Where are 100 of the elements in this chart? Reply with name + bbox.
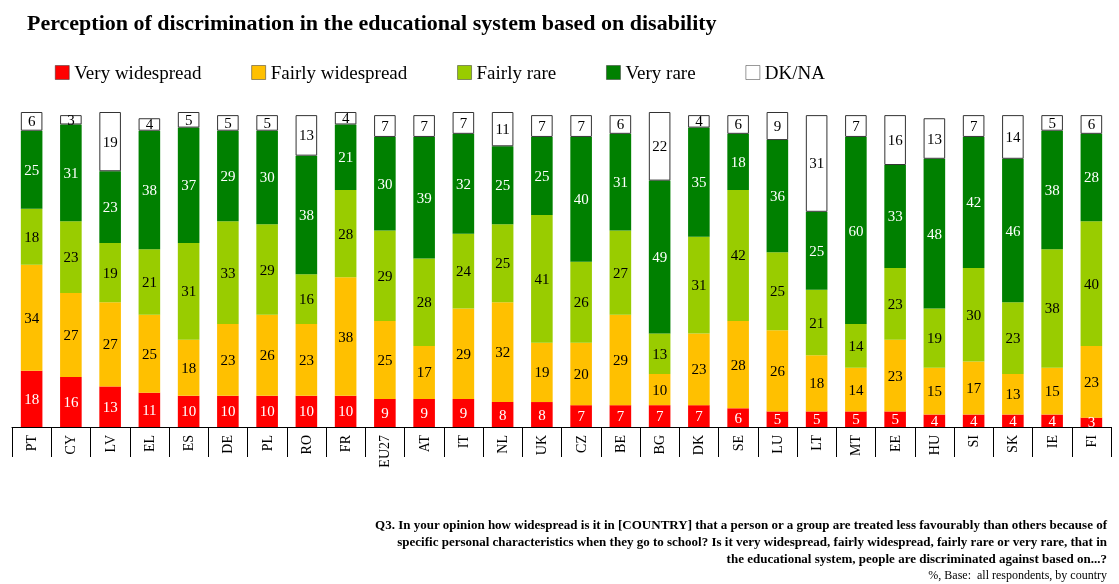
bar	[923, 118, 946, 159]
bar	[923, 367, 946, 415]
bar	[1080, 133, 1103, 222]
data-label: 8	[498, 406, 507, 423]
data-label: 5	[184, 111, 193, 128]
bar	[884, 339, 906, 412]
bar	[452, 112, 475, 134]
data-label: 4	[1009, 412, 1018, 429]
data-label: 42	[730, 247, 746, 264]
data-label: 10	[298, 403, 314, 420]
data-label: 5	[891, 411, 899, 428]
bar	[99, 171, 121, 243]
data-label: 19	[102, 264, 118, 281]
data-label: 7	[577, 408, 586, 425]
x-tick-label: RO	[298, 435, 314, 455]
data-label: 25	[769, 283, 785, 300]
bar	[727, 115, 749, 134]
legend-label: Very widespread	[74, 62, 202, 83]
x-tick-label: SK	[1005, 435, 1021, 453]
data-label: 36	[769, 188, 786, 205]
data-label: 22	[652, 138, 668, 155]
bar	[177, 339, 200, 396]
x-tick-label: CY	[63, 435, 79, 455]
data-label: 9	[420, 404, 428, 421]
data-label: 7	[381, 118, 390, 135]
data-label: 41	[534, 270, 550, 287]
data-label: 23	[887, 295, 903, 312]
data-label: 7	[695, 408, 704, 425]
data-label: 6	[1087, 116, 1096, 133]
bar	[531, 214, 553, 343]
bar	[570, 405, 592, 427]
data-label: 31	[809, 155, 825, 172]
bar	[334, 124, 357, 190]
x-tick-label: SI	[966, 434, 982, 448]
data-label: 4	[930, 412, 939, 429]
data-label: 13	[652, 345, 668, 362]
data-label: 5	[224, 114, 232, 131]
x-tick-label: IT	[455, 434, 471, 449]
x-tick-label: DE	[220, 435, 236, 454]
bar	[766, 252, 789, 331]
bar	[1041, 130, 1063, 250]
x-tick-label: ES	[181, 435, 197, 452]
data-label: 7	[420, 118, 429, 135]
data-label: 42	[966, 194, 982, 211]
bar	[20, 130, 43, 209]
x-tick-label: BG	[652, 435, 668, 455]
x-tick-label: EL	[141, 435, 157, 453]
bar	[805, 355, 828, 412]
bar	[452, 133, 475, 234]
x-tick-label: LV	[102, 435, 118, 453]
data-label: 30	[259, 169, 275, 186]
data-label: 25	[24, 161, 40, 178]
data-label: 7	[616, 408, 625, 425]
data-label: 31	[691, 277, 707, 294]
data-label: 60	[848, 222, 864, 239]
data-label: 15	[1044, 383, 1060, 400]
data-label: 26	[573, 294, 590, 311]
data-label: 7	[655, 408, 664, 425]
bar	[1080, 345, 1103, 418]
data-label: 20	[573, 365, 589, 382]
data-label: 11	[142, 401, 157, 418]
bar	[374, 115, 396, 137]
bar	[1002, 115, 1024, 159]
bar	[60, 221, 82, 293]
data-label: 8	[538, 406, 546, 423]
data-label: 18	[730, 153, 746, 170]
data-label: 25	[141, 345, 157, 362]
data-label: 10	[338, 403, 354, 420]
text: the educational system, people are discriminated against based on...?	[726, 551, 1107, 566]
data-label: 7	[969, 118, 978, 135]
data-label: 9	[459, 404, 468, 421]
data-label: 13	[298, 127, 314, 144]
bar	[413, 258, 435, 346]
bar	[1080, 115, 1103, 134]
bar	[334, 189, 357, 278]
bar	[648, 112, 671, 181]
bar	[570, 115, 592, 137]
data-label: 5	[773, 411, 782, 428]
bar	[648, 180, 671, 334]
bar	[531, 136, 553, 215]
data-label: 4	[1048, 412, 1057, 429]
bar	[20, 370, 43, 427]
data-label: 4	[145, 116, 154, 133]
bar	[256, 130, 278, 225]
x-tick-label: PT	[24, 434, 40, 452]
bar	[1041, 367, 1063, 415]
x-tick-label: AT	[416, 434, 432, 453]
data-label: 27	[612, 264, 629, 281]
data-label: 28	[730, 356, 746, 373]
text: Q3. In your opinion how widespread is it in [COUNTRY] that a person or a group are treated less favourably than others because of	[375, 517, 1108, 532]
bar	[177, 112, 200, 128]
data-label: 33	[887, 208, 903, 225]
bar	[295, 155, 318, 275]
data-label: 17	[416, 364, 433, 381]
data-label: 38	[1044, 300, 1060, 317]
bar	[217, 115, 239, 131]
bar	[374, 398, 396, 427]
bar	[20, 112, 43, 131]
legend-label: DK/NA	[764, 62, 826, 83]
data-label: 14	[1005, 128, 1021, 145]
